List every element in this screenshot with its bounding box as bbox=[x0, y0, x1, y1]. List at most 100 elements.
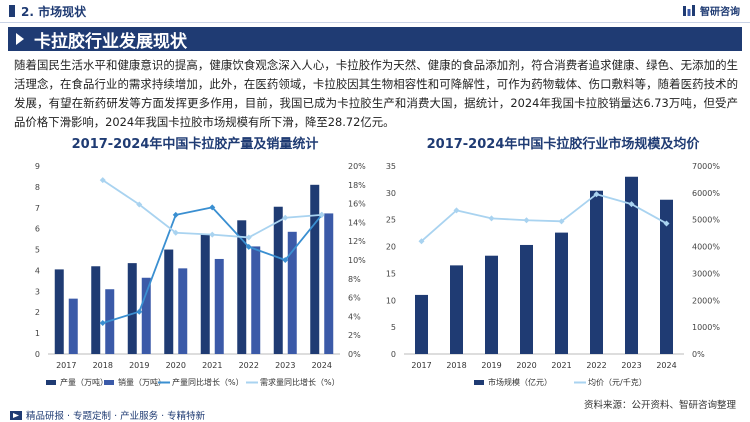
chart2-x-tick: 2022 bbox=[586, 361, 606, 370]
chart1-bar-a bbox=[273, 206, 283, 354]
chart2-y-left-tick: 10 bbox=[386, 296, 396, 305]
chart1-y-right-tick: 6% bbox=[348, 294, 361, 303]
chart2-y-right-tick: 5000% bbox=[692, 216, 720, 225]
chart1-y-right-tick: 10% bbox=[348, 256, 366, 265]
chart1-y-left-tick: 6 bbox=[35, 225, 40, 234]
chart1-y-right-tick: 8% bbox=[348, 275, 361, 284]
chart2-bar-a bbox=[520, 244, 533, 354]
brand-logo-icon bbox=[683, 4, 695, 16]
chart1-y-left-tick: 9 bbox=[35, 162, 40, 171]
banner-title: 卡拉胶行业发展现状 bbox=[34, 31, 187, 52]
chart1-bar-a bbox=[127, 263, 137, 354]
footer-flag-icon bbox=[10, 410, 22, 420]
chart1-line-point-0 bbox=[172, 211, 179, 218]
chart2-y-right-tick: 0% bbox=[692, 350, 705, 359]
chart1-line-point-1 bbox=[318, 211, 325, 218]
chart2-y-left-tick: 0 bbox=[391, 350, 396, 359]
brand: 智研咨询 bbox=[682, 3, 740, 18]
chart2-bar-a bbox=[625, 176, 638, 354]
chart1-x-tick: 2021 bbox=[202, 361, 222, 370]
chart1-y-left-tick: 0 bbox=[35, 350, 40, 359]
chart1-line-point-1 bbox=[282, 214, 289, 221]
chart1-bar-b bbox=[251, 246, 261, 354]
chart1-line-point-0 bbox=[282, 257, 289, 263]
chart2-line-point-0 bbox=[628, 201, 635, 208]
chart1-x-tick: 2024 bbox=[312, 361, 332, 370]
chart1-x-tick: 2023 bbox=[275, 361, 295, 370]
chart2-bar-a bbox=[450, 265, 463, 354]
chart1-line-point-1 bbox=[245, 234, 252, 241]
chart1-line-point-1 bbox=[172, 229, 179, 236]
chart2-line-point-0 bbox=[418, 238, 425, 245]
chart2-line-point-0 bbox=[488, 215, 495, 222]
chart1-legend-label: 产量（万吨） bbox=[60, 377, 108, 387]
chart1-y-right-tick: 20% bbox=[348, 162, 366, 171]
chart1-x-tick: 2022 bbox=[239, 361, 259, 370]
footer-tagline: 精品研报 · 专题定制 · 产业服务 · 专精特新 bbox=[26, 411, 206, 422]
chart1-y-left-tick: 1 bbox=[35, 329, 40, 338]
chart1-bar-a bbox=[310, 184, 320, 354]
chart1-x-tick: 2020 bbox=[166, 361, 186, 370]
chart1-y-left-tick: 2 bbox=[35, 308, 40, 317]
chart1-line-point-0 bbox=[245, 243, 252, 250]
chart2-x-tick: 2017 bbox=[411, 361, 431, 370]
chart2-x-tick: 2019 bbox=[481, 361, 501, 370]
chart2-line-point-0 bbox=[523, 217, 530, 224]
chart1-y-right-tick: 14% bbox=[348, 218, 366, 227]
source-note: 资料来源：公开资料、智研咨询整理 bbox=[583, 400, 736, 411]
chart1-y-right-tick: 0% bbox=[348, 350, 361, 359]
chart1-bar-b bbox=[287, 231, 297, 354]
chart2-y-left-tick: 35 bbox=[386, 162, 396, 171]
chart1-y-right-tick: 12% bbox=[348, 237, 366, 246]
chart2-title: 2017-2024年中国卡拉胶行业市场规模及均价 bbox=[426, 137, 700, 152]
chart1-line-point-0 bbox=[99, 319, 106, 326]
chart1-line-point-0 bbox=[136, 308, 143, 315]
chart1-y-left-tick: 3 bbox=[35, 287, 40, 296]
intro-paragraph: 随着国民生活水平和健康意识的提高，健康饮食观念深入人心，卡拉胶作为天然、健康的食… bbox=[14, 58, 738, 129]
chart1-line-point-0 bbox=[209, 204, 216, 211]
chart1-y-left-tick: 8 bbox=[35, 183, 40, 192]
chart1-legend-label: 产量同比增长（%） bbox=[172, 377, 244, 387]
chart2-bar-a bbox=[415, 294, 428, 354]
chart2-line-point-0 bbox=[663, 220, 670, 227]
chart1-legend-label: 需求量同比增长（%） bbox=[260, 377, 340, 387]
chart2-y-right-tick: 6000% bbox=[692, 189, 720, 198]
chart2-y-right-tick: 3000% bbox=[692, 269, 720, 278]
chart1-bar-b bbox=[141, 277, 151, 354]
chart2-bar-a bbox=[590, 190, 603, 354]
chart2-x-tick: 2020 bbox=[516, 361, 536, 370]
chart2-market-size-price: 0 5 10 15 20 25 30 35 0% 1000% 2000% 3000% 4000% 5000… bbox=[386, 162, 721, 387]
chart2-bar-a bbox=[660, 199, 673, 354]
chart1-y-right-tick: 18% bbox=[348, 181, 366, 190]
chart2-bar-a bbox=[555, 232, 568, 354]
chart1-y-right-tick: 16% bbox=[348, 200, 366, 209]
chart2-y-left-tick: 15 bbox=[386, 269, 396, 278]
top-divider bbox=[0, 22, 750, 23]
chart2-line-point-0 bbox=[453, 207, 460, 214]
chart1-bar-a bbox=[91, 266, 101, 354]
chart2-y-right-tick: 7000% bbox=[692, 162, 720, 171]
brand-name: 智研咨询 bbox=[700, 7, 740, 18]
chart1-title: 2017-2024年中国卡拉胶产量及销量统计 bbox=[71, 137, 319, 152]
chart2-y-left-tick: 30 bbox=[386, 189, 396, 198]
chart2-x-tick: 2021 bbox=[551, 361, 571, 370]
chart1-production-sales: 0 1 2 3 4 5 6 7 8 9 0% 2% 4% 6% 8% 10% 12% 14% 16% 18% 20% 20… bbox=[35, 162, 366, 387]
chart1-legend-swatch bbox=[46, 380, 56, 385]
section-marker bbox=[9, 5, 15, 17]
chart2-bar-a bbox=[485, 255, 498, 354]
chart1-bar-a bbox=[200, 233, 210, 354]
footer: 精品研报 · 专题定制 · 产业服务 · 专精特新 bbox=[0, 408, 750, 422]
chart1-y-right-tick: 2% bbox=[348, 331, 361, 340]
chart2-legend-label: 均价（元/千克） bbox=[588, 377, 647, 387]
chart1-bar-b bbox=[68, 298, 78, 354]
chart1-y-right-tick: 4% bbox=[348, 312, 361, 321]
chart2-y-left-tick: 25 bbox=[386, 216, 396, 225]
chart2-line-point-0 bbox=[558, 218, 565, 225]
chart1-bar-b bbox=[178, 268, 188, 354]
section-title: 2. 市场现状 bbox=[21, 4, 87, 19]
chart1-bar-b bbox=[324, 213, 334, 354]
chart1-bar-a bbox=[54, 269, 64, 354]
chart2-legend-swatch bbox=[474, 380, 484, 385]
chart2-y-left-tick: 5 bbox=[391, 323, 396, 332]
chart1-x-tick: 2018 bbox=[93, 361, 113, 370]
